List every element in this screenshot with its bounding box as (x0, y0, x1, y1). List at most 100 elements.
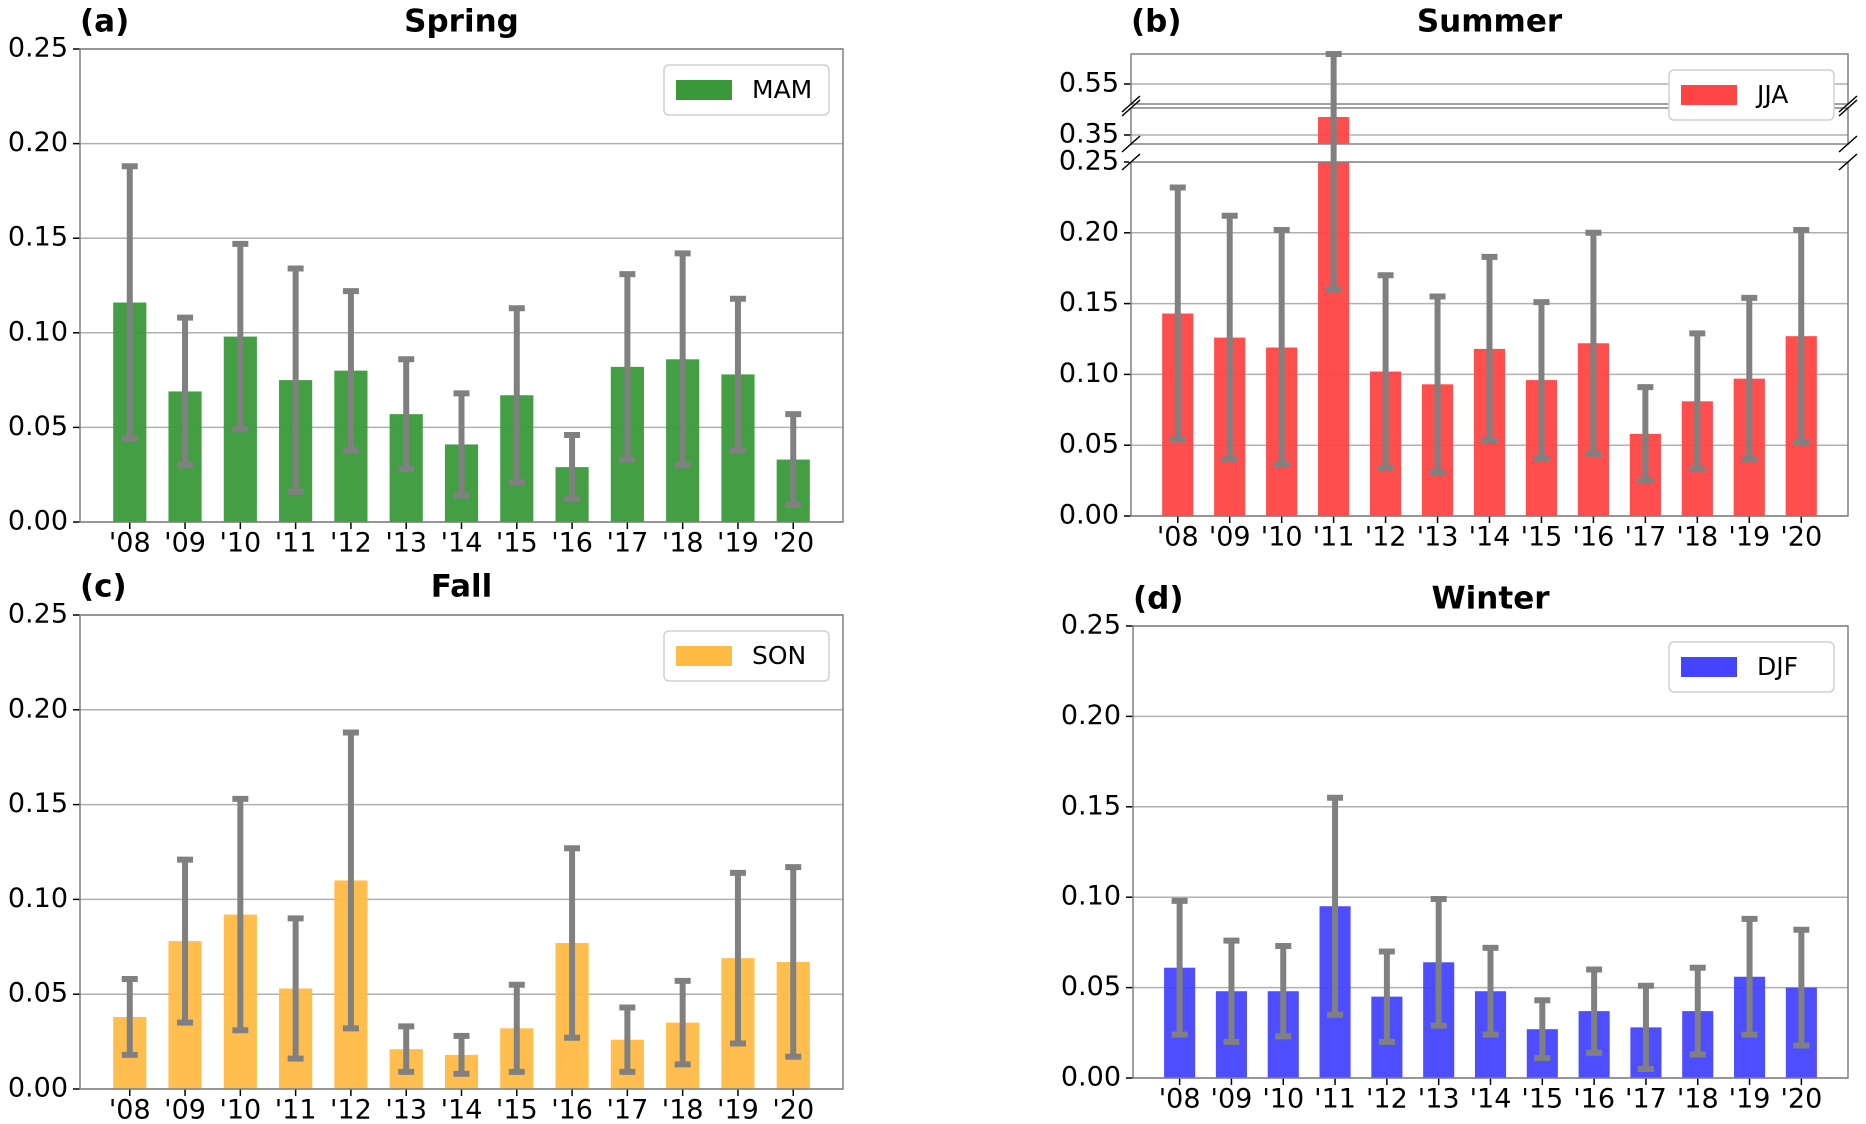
chart-title: Fall (431, 569, 493, 605)
chart-title: Summer (1417, 4, 1563, 40)
error-bar (674, 977, 691, 1068)
break-mark (1121, 135, 1141, 153)
x-tick-label: '09 (164, 1095, 206, 1124)
x-tick-label: '14 (441, 1095, 483, 1124)
x-tick-label: '18 (1676, 522, 1718, 553)
error-bar (1327, 794, 1344, 1018)
x-tick-label: '17 (606, 1095, 648, 1124)
error-bar (342, 729, 359, 1032)
x-tick-label: '11 (1314, 1084, 1356, 1115)
x-tick-label: '12 (1366, 1084, 1408, 1115)
x-tick-label: '12 (330, 528, 372, 559)
x-tick-label: '16 (551, 1095, 593, 1124)
error-bar (508, 981, 525, 1075)
error-bar (287, 915, 304, 1062)
error-bar (1223, 937, 1240, 1045)
y-tick-label: 0.05 (1059, 429, 1119, 460)
error-bar (785, 411, 802, 508)
panel-label: (d) (1133, 581, 1184, 617)
error-bar (1741, 294, 1758, 463)
error-bar (342, 288, 359, 454)
x-tick-label: '11 (275, 528, 317, 559)
error-bar (121, 976, 138, 1058)
error-bar (785, 864, 802, 1060)
y-tick-label: 0.15 (8, 222, 68, 253)
legend-label: SON (752, 641, 806, 670)
x-tick-label: '18 (1677, 1084, 1719, 1115)
y-tick-label: 0.20 (8, 127, 68, 158)
error-bar (1273, 226, 1290, 469)
panel-label: (a) (80, 4, 129, 40)
x-tick-label: '08 (1159, 1084, 1201, 1115)
axes-frame (1132, 625, 1849, 1079)
y-tick-label: 0.10 (1061, 881, 1121, 912)
x-tick-label: '18 (662, 528, 704, 559)
x-tick-label: '13 (1418, 1084, 1460, 1115)
legend-box (663, 64, 830, 116)
x-tick-label: '17 (1625, 1084, 1667, 1115)
x-tick-label: '08 (109, 1095, 151, 1124)
y-tick-label: 0.00 (1061, 1062, 1121, 1093)
error-bar (1377, 272, 1394, 471)
error-bar (564, 431, 581, 503)
x-tick-label: '08 (109, 528, 151, 559)
x-tick-label: '15 (1521, 1084, 1563, 1115)
axis-break-gap (1129, 104, 1850, 108)
error-bar (1637, 982, 1654, 1072)
legend-label: DJF (1757, 652, 1798, 681)
error-bar (453, 1032, 470, 1077)
error-bar (729, 869, 746, 1047)
legend-swatch (1681, 657, 1737, 677)
x-tick-label: '10 (1262, 1084, 1304, 1115)
y-tick-label: 0.20 (8, 693, 68, 724)
y-tick-label: 0.10 (8, 316, 68, 347)
y-tick-label: 0.00 (1059, 500, 1119, 531)
legend-swatch (676, 80, 732, 100)
error-bar (1637, 384, 1654, 484)
y-tick-label: 0.05 (8, 411, 68, 442)
error-bar (729, 295, 746, 454)
error-bar (177, 314, 194, 469)
error-bar (1793, 226, 1810, 446)
y-tick-label: 0.15 (1061, 790, 1121, 821)
error-bar (232, 240, 249, 433)
break-mark (1121, 95, 1141, 113)
legend-box (1668, 641, 1835, 693)
x-tick-label: '13 (385, 1095, 427, 1124)
x-tick-label: '15 (1521, 522, 1563, 553)
error-bar (564, 845, 581, 1041)
y-tick-label: 0.20 (1061, 700, 1121, 731)
legend-box (663, 630, 830, 682)
x-tick-label: '20 (1780, 522, 1822, 553)
x-tick-label: '15 (496, 1095, 538, 1124)
break-mark (1838, 99, 1858, 117)
x-tick-label: '15 (496, 528, 538, 559)
error-bar (1793, 926, 1810, 1049)
error-bar (1221, 212, 1238, 463)
x-tick-label: '20 (1780, 1084, 1822, 1115)
break-mark (1838, 135, 1858, 153)
break-mark (1838, 95, 1858, 113)
chart-title: Winter (1431, 581, 1550, 617)
error-bar (177, 856, 194, 1026)
y-tick-label: 0.00 (8, 1073, 68, 1104)
error-bar (287, 265, 304, 495)
x-tick-label: '10 (219, 528, 261, 559)
x-tick-label: '19 (1729, 1084, 1771, 1115)
x-tick-label: '14 (1470, 1084, 1512, 1115)
y-tick-label: 0.25 (8, 33, 68, 64)
x-tick-label: '11 (275, 1095, 317, 1124)
panel-label: (b) (1131, 4, 1182, 40)
error-bar (121, 163, 138, 442)
error-bar (453, 390, 470, 499)
break-mark (1121, 153, 1141, 171)
error-bar (674, 250, 691, 469)
x-tick-label: '20 (772, 1095, 814, 1124)
axes-frame (79, 48, 844, 523)
chart-title: Spring (404, 4, 519, 40)
error-bar (232, 795, 249, 1034)
axes-frame (79, 614, 844, 1090)
error-bar (1429, 293, 1446, 476)
x-tick-label: '11 (1313, 522, 1355, 553)
